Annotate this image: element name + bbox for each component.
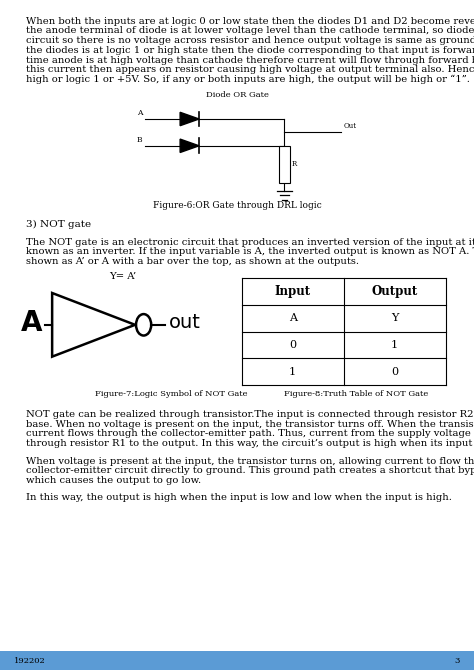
Text: Figure-6:OR Gate through DRL logic: Figure-6:OR Gate through DRL logic (153, 201, 321, 210)
FancyBboxPatch shape (0, 651, 474, 670)
Polygon shape (180, 113, 199, 126)
Text: Input: Input (274, 285, 311, 298)
Text: 0: 0 (289, 340, 296, 350)
Text: the diodes is at logic 1 or high state then the diode corresponding to that inpu: the diodes is at logic 1 or high state t… (26, 46, 474, 55)
Text: this current then appears on resistor causing high voltage at output terminal al: this current then appears on resistor ca… (26, 65, 474, 74)
Text: A: A (289, 313, 297, 323)
Text: Y= A’: Y= A’ (109, 271, 136, 281)
Text: time anode is at high voltage than cathode therefore current will flow through f: time anode is at high voltage than catho… (26, 56, 474, 64)
Text: base. When no voltage is present on the input, the transistor turns off. When th: base. When no voltage is present on the … (26, 419, 474, 429)
Text: A: A (21, 309, 43, 337)
FancyBboxPatch shape (279, 146, 290, 183)
Text: Y: Y (391, 313, 398, 323)
Text: through resistor R1 to the output. In this way, the circuit’s output is high whe: through resistor R1 to the output. In th… (26, 439, 474, 448)
Text: Diode OR Gate: Diode OR Gate (206, 90, 268, 98)
Text: When both the inputs are at logic 0 or low state then the diodes D1 and D2 becom: When both the inputs are at logic 0 or l… (26, 17, 474, 25)
Text: collector-emitter circuit directly to ground. This ground path creates a shortcu: collector-emitter circuit directly to gr… (26, 466, 474, 475)
Text: circuit so there is no voltage across resistor and hence output voltage is same : circuit so there is no voltage across re… (26, 36, 474, 45)
Text: B: B (137, 136, 142, 144)
Text: 192202: 192202 (14, 657, 46, 665)
Text: Figure-7:Logic Symbol of NOT Gate: Figure-7:Logic Symbol of NOT Gate (95, 391, 247, 399)
Text: 3) NOT gate: 3) NOT gate (26, 220, 91, 229)
Text: high or logic 1 or +5V. So, if any or both inputs are high, the output will be h: high or logic 1 or +5V. So, if any or bo… (26, 75, 470, 84)
Text: Output: Output (372, 285, 418, 298)
Polygon shape (180, 139, 199, 153)
Text: The NOT gate is an electronic circuit that produces an inverted version of the i: The NOT gate is an electronic circuit th… (26, 238, 474, 247)
Text: 0: 0 (391, 366, 398, 377)
Text: Out: Out (344, 123, 356, 131)
Text: out: out (169, 314, 201, 332)
Text: NOT gate can be realized through transistor.The input is connected through resis: NOT gate can be realized through transis… (26, 410, 474, 419)
Text: shown as A’ or A with a bar over the top, as shown at the outputs.: shown as A’ or A with a bar over the top… (26, 257, 359, 266)
Text: A: A (137, 109, 142, 117)
Text: current flows through the collector-emitter path. Thus, current from the supply : current flows through the collector-emit… (26, 429, 474, 438)
Text: 1: 1 (391, 340, 398, 350)
Text: which causes the output to go low.: which causes the output to go low. (26, 476, 201, 485)
Text: Figure-8:Truth Table of NOT Gate: Figure-8:Truth Table of NOT Gate (284, 391, 428, 399)
Text: known as an inverter. If the input variable is A, the inverted output is known a: known as an inverter. If the input varia… (26, 247, 474, 257)
Text: the anode terminal of diode is at lower voltage level than the cathode terminal,: the anode terminal of diode is at lower … (26, 27, 474, 36)
Text: In this way, the output is high when the input is low and low when the input is : In this way, the output is high when the… (26, 493, 452, 502)
Text: 1: 1 (289, 366, 296, 377)
Text: 3: 3 (455, 657, 460, 665)
Text: R: R (292, 160, 297, 168)
Text: When voltage is present at the input, the transistor turns on, allowing current : When voltage is present at the input, th… (26, 456, 474, 466)
